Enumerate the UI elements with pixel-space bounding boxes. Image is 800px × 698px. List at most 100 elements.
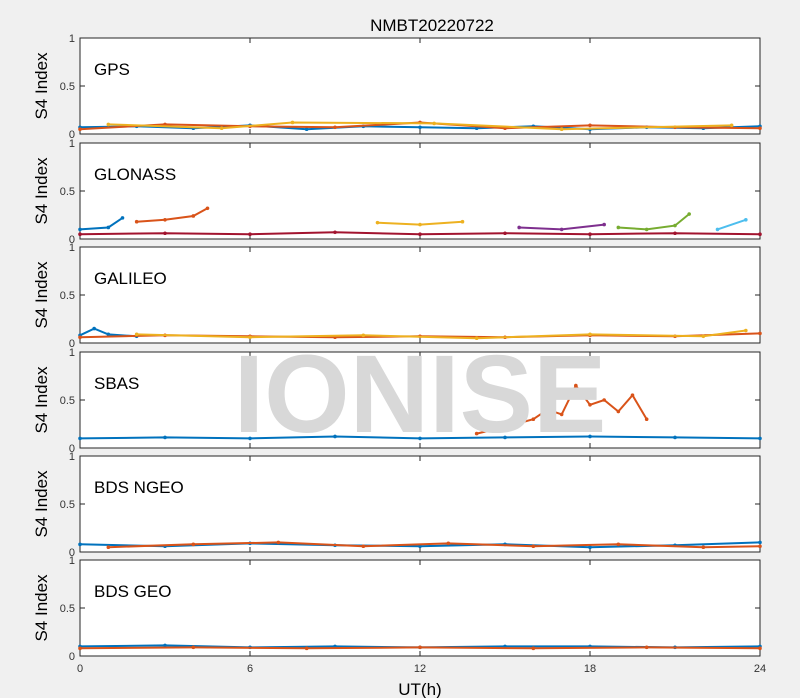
- y-axis-label: S4 Index: [32, 261, 51, 329]
- panel-label: BDS NGEO: [94, 478, 184, 497]
- data-point: [248, 232, 252, 236]
- data-point: [758, 232, 762, 236]
- data-point: [673, 223, 677, 228]
- data-point: [78, 335, 82, 340]
- data-point: [276, 540, 281, 545]
- data-point: [715, 227, 720, 232]
- panel-0: 0 0.5 1 S4 Index GPS: [32, 33, 762, 141]
- series-0: [78, 216, 125, 232]
- data-point: [304, 646, 309, 651]
- y-axis-label: S4 Index: [32, 574, 51, 642]
- data-point: [78, 646, 82, 651]
- data-point: [78, 436, 82, 441]
- y-tick-label: 1: [69, 555, 75, 567]
- data-point: [758, 436, 762, 441]
- panel-3: 0 0.5 1 S4 Index SBAS: [32, 347, 762, 455]
- data-point: [219, 126, 224, 131]
- y-tick-label: 0.5: [60, 81, 75, 93]
- data-point: [588, 332, 592, 337]
- y-tick-label: 1: [69, 138, 75, 150]
- data-point: [644, 417, 649, 422]
- data-point: [460, 219, 465, 224]
- data-point: [531, 417, 536, 422]
- panel-label: SBAS: [94, 374, 139, 393]
- data-point: [361, 333, 366, 338]
- series-1: [106, 540, 762, 549]
- y-axis-label: S4 Index: [32, 157, 51, 225]
- data-point: [120, 216, 125, 220]
- x-tick-label: 18: [584, 663, 596, 675]
- data-point: [503, 231, 507, 236]
- data-point: [758, 126, 762, 131]
- data-point: [78, 232, 82, 236]
- data-point: [418, 222, 422, 227]
- data-point: [673, 231, 677, 236]
- series-1: [474, 383, 649, 436]
- y-tick-label: 0.5: [60, 395, 75, 407]
- data-point: [758, 544, 762, 549]
- watermark-text: IONISE: [234, 333, 607, 456]
- x-tick-label: 24: [754, 663, 766, 675]
- data-point: [418, 436, 422, 441]
- data-point: [559, 412, 564, 417]
- x-axis: 0 6 12 18 24: [77, 663, 766, 675]
- data-point: [205, 206, 210, 211]
- data-point: [531, 646, 536, 651]
- y-tick-label: 0.5: [60, 290, 75, 302]
- data-point: [559, 227, 564, 232]
- data-point: [644, 645, 649, 650]
- data-point: [588, 545, 592, 549]
- data-point: [333, 230, 337, 235]
- data-point: [687, 212, 691, 216]
- series-0: [78, 434, 762, 441]
- data-point: [432, 121, 436, 126]
- data-point: [630, 393, 635, 398]
- data-point: [729, 123, 734, 128]
- panel-5: 0 0.5 1 S4 Index BDS GEO: [32, 555, 762, 663]
- data-point: [418, 125, 422, 130]
- data-point: [602, 222, 606, 227]
- y-tick-label: 0.5: [60, 186, 75, 198]
- data-point: [531, 544, 536, 549]
- data-point: [758, 646, 762, 651]
- panel-label: GPS: [94, 60, 130, 79]
- y-tick-label: 0: [69, 338, 75, 350]
- data-point: [361, 544, 366, 549]
- y-axis-label: S4 Index: [32, 52, 51, 120]
- data-point: [574, 383, 578, 388]
- data-point: [418, 232, 422, 236]
- y-tick-label: 1: [69, 347, 75, 359]
- data-point: [248, 335, 252, 340]
- series-2: [375, 219, 465, 227]
- data-point: [333, 434, 337, 439]
- panel-4: 0 0.5 1 S4 Index BDS NGEO: [32, 451, 762, 559]
- y-tick-label: 1: [69, 33, 75, 45]
- y-tick-label: 1: [69, 451, 75, 463]
- data-point: [701, 545, 706, 549]
- series-2: [106, 120, 734, 131]
- data-point: [92, 326, 96, 331]
- y-tick-label: 0.5: [60, 499, 75, 511]
- y-tick-label: 0.5: [60, 603, 75, 615]
- x-axis-label: UT(h): [398, 680, 441, 698]
- data-point: [191, 542, 196, 547]
- plot-area: [79, 246, 761, 344]
- data-point: [106, 332, 111, 337]
- series-1: [78, 645, 762, 651]
- y-tick-label: 0: [69, 129, 75, 141]
- data-point: [616, 542, 621, 547]
- data-point: [673, 435, 677, 440]
- data-point: [644, 227, 649, 232]
- panel-2: 0 0.5 1 S4 Index GALILEO: [32, 242, 762, 350]
- data-point: [758, 331, 762, 336]
- data-point: [503, 425, 507, 429]
- data-point: [616, 409, 621, 414]
- data-point: [588, 123, 592, 128]
- data-point: [503, 435, 507, 440]
- data-point: [602, 398, 606, 402]
- plot-area: [79, 455, 761, 553]
- plot-area: [79, 37, 761, 135]
- data-point: [106, 225, 111, 230]
- data-point: [106, 122, 111, 127]
